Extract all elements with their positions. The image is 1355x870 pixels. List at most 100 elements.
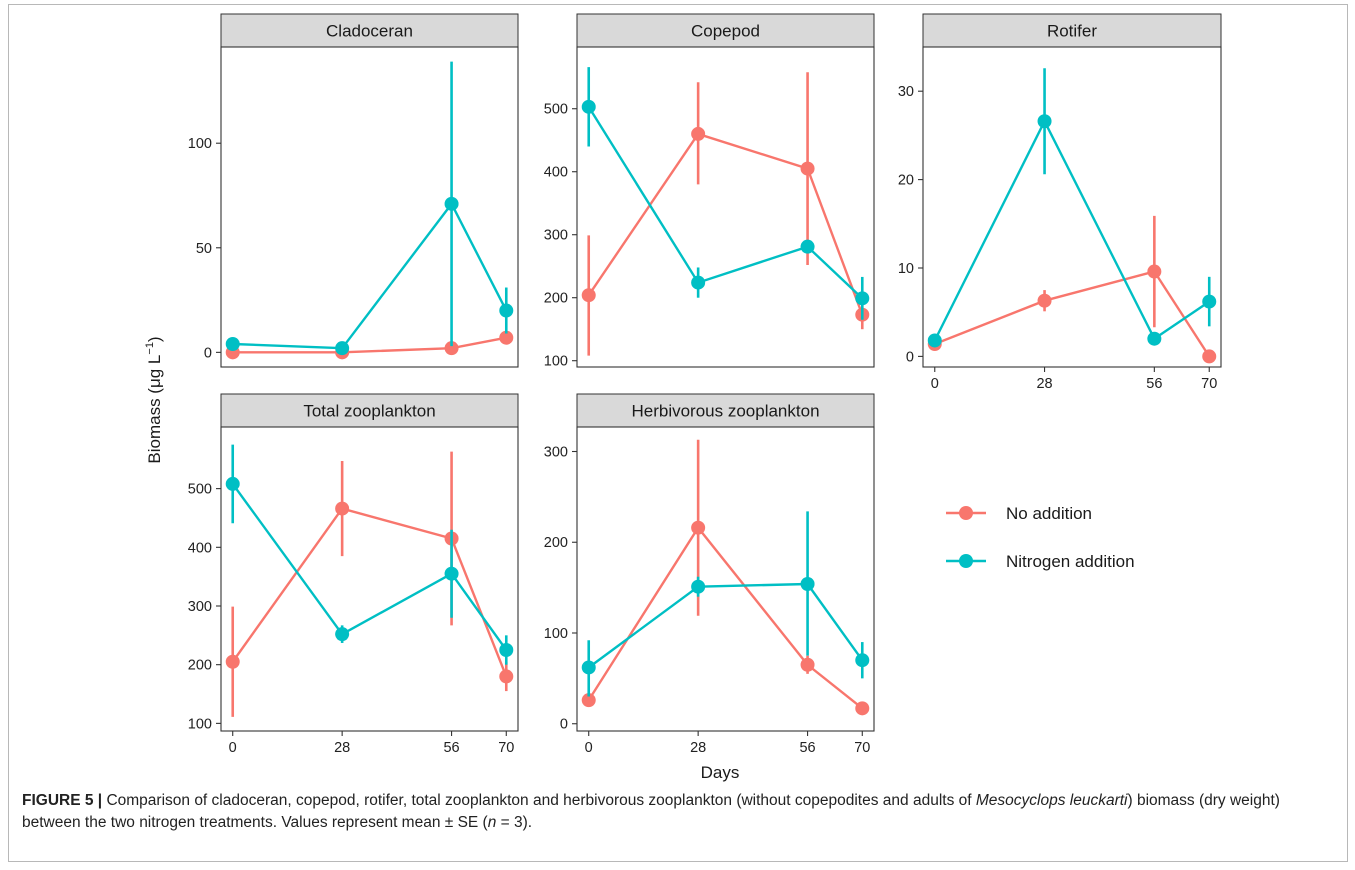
x-tick-label: 0 <box>585 740 593 756</box>
legend-label: Nitrogen addition <box>1006 552 1135 571</box>
panel-border <box>576 46 875 368</box>
legend-key-point <box>959 506 973 520</box>
y-tick-label: 300 <box>544 445 568 461</box>
caption-n-symbol: n <box>487 814 497 831</box>
x-tick-label: 56 <box>1146 376 1162 392</box>
panel-border <box>220 426 519 732</box>
legend-item: No addition <box>946 504 1092 523</box>
series-line <box>232 336 507 354</box>
y-tick-label: 10 <box>898 261 914 277</box>
legend: No addition Nitrogen addition <box>946 504 1135 571</box>
data-point <box>335 341 350 356</box>
data-point <box>800 657 815 672</box>
y-tick-label: 100 <box>188 716 212 732</box>
data-point <box>225 476 240 491</box>
data-point <box>1202 294 1217 309</box>
legend-item: Nitrogen addition <box>946 552 1135 571</box>
data-point <box>581 288 596 303</box>
y-tick-label: 300 <box>544 228 568 244</box>
x-tick-label: 0 <box>229 740 237 756</box>
data-point <box>800 161 815 176</box>
data-point <box>581 660 596 675</box>
panel-strip <box>576 393 875 428</box>
y-tick-label: 200 <box>544 535 568 551</box>
data-point <box>444 341 459 356</box>
panel-strip <box>220 393 519 428</box>
y-tick-label: 0 <box>560 717 568 733</box>
panel-title: Rotifer <box>1047 22 1097 41</box>
series-nitrogen-addition <box>225 444 514 665</box>
data-point <box>335 501 350 516</box>
y-tick-label: 0 <box>906 349 914 365</box>
data-point <box>1147 264 1162 279</box>
series-line <box>231 483 508 651</box>
y-axis-label-close: ) <box>145 336 164 342</box>
x-tick-label: 28 <box>1036 376 1052 392</box>
panel-5: Herbivorous zooplankton 0 100 200 300 0 28 56 70 <box>544 393 875 756</box>
series-nitrogen-addition <box>581 511 870 697</box>
series-no-addition <box>927 215 1217 364</box>
y-tick-label: 30 <box>898 84 914 100</box>
y-tick-label: 500 <box>188 482 212 498</box>
x-tick-label: 56 <box>799 740 815 756</box>
y-tick-label: 200 <box>188 658 212 674</box>
panel-title: Total zooplankton <box>303 402 435 421</box>
series-line <box>587 106 864 300</box>
series-line <box>588 582 864 669</box>
data-point <box>855 291 870 306</box>
data-point <box>691 275 706 290</box>
caption-label: FIGURE 5 | <box>22 792 103 809</box>
figure-frame <box>8 4 1348 862</box>
data-point <box>1037 114 1052 129</box>
y-axis-label-base: Biomass (μg L <box>145 355 164 464</box>
data-point <box>581 99 596 114</box>
caption-n-value: = 3). <box>496 814 533 831</box>
series-nitrogen-addition <box>225 61 514 356</box>
series-nitrogen-addition <box>581 67 870 320</box>
series-no-addition <box>581 439 870 716</box>
data-point <box>499 330 514 345</box>
data-point <box>444 566 459 581</box>
y-axis-label: Biomass (μg L−1) <box>144 336 164 463</box>
y-tick-label: 100 <box>544 626 568 642</box>
y-tick-label: 100 <box>188 136 212 152</box>
data-point <box>855 701 870 716</box>
y-tick-label: 100 <box>544 354 568 370</box>
panel-border <box>576 426 875 732</box>
panel-strip <box>576 13 875 48</box>
x-tick-label: 70 <box>498 740 514 756</box>
series-line <box>231 507 508 677</box>
panel-4: Total zooplankton 100 200 300 400 500 0 28 56 70 <box>188 393 519 756</box>
x-tick-label: 0 <box>931 376 939 392</box>
legend-label: No addition <box>1006 504 1092 523</box>
data-point <box>1147 331 1162 346</box>
data-point <box>691 126 706 141</box>
x-tick-label: 70 <box>1201 376 1217 392</box>
panel-3: Rotifer 0 10 20 30 0 28 56 70 <box>898 13 1222 392</box>
data-point <box>225 654 240 669</box>
panel-title: Copepod <box>691 22 760 41</box>
caption-text-after: ) biomass (dry weight) between the two n… <box>22 792 1280 831</box>
panel-title: Herbivorous zooplankton <box>631 402 819 421</box>
x-axis-label: Days <box>701 763 740 782</box>
series-nitrogen-addition <box>927 68 1217 348</box>
faceted-line-chart: Cladoceran050100Copepod100200300400500Ro… <box>144 13 1222 782</box>
series-line <box>587 525 864 710</box>
x-tick-label: 56 <box>443 740 459 756</box>
data-point <box>800 239 815 254</box>
data-point <box>1037 293 1052 308</box>
data-point <box>499 303 514 318</box>
data-point <box>335 627 350 642</box>
data-point <box>800 576 815 591</box>
y-tick-label: 500 <box>544 102 568 118</box>
series-no-addition <box>225 451 514 717</box>
series-line <box>587 132 864 316</box>
data-point <box>499 669 514 684</box>
series-line <box>232 201 508 350</box>
x-tick-label: 28 <box>334 740 350 756</box>
y-tick-label: 20 <box>898 173 914 189</box>
panel-border <box>220 46 519 368</box>
y-tick-label: 400 <box>188 540 212 556</box>
figure-caption: FIGURE 5 | Comparison of cladoceran, cop… <box>22 790 1332 834</box>
panel-border <box>922 46 1222 368</box>
